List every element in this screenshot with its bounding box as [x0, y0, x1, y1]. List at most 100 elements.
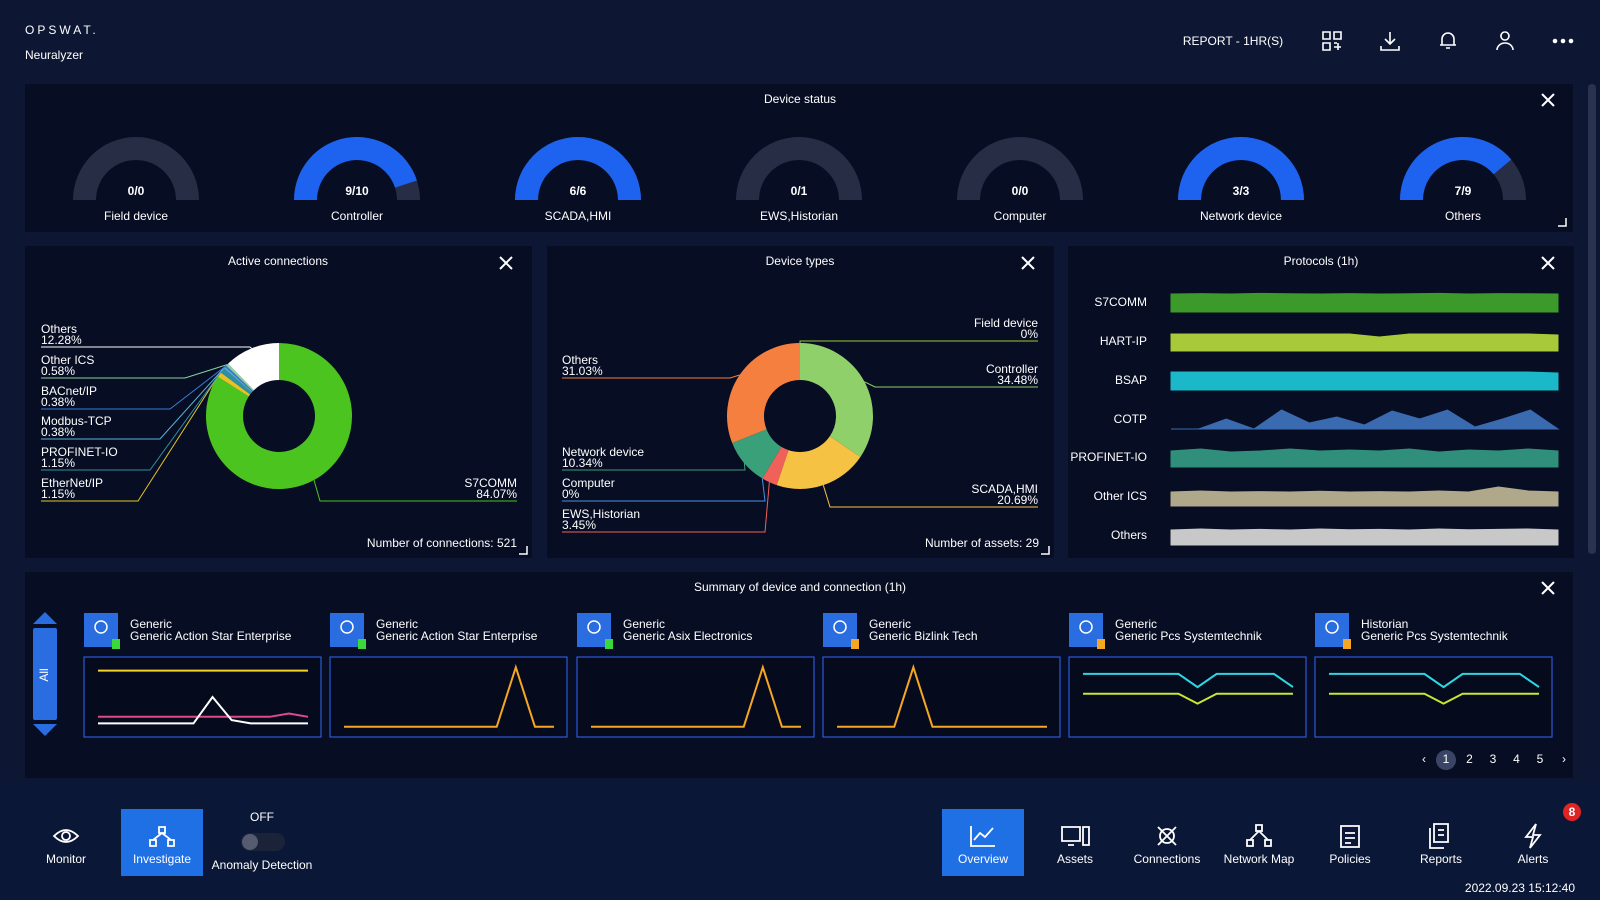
gauge-value: 0/0: [1012, 184, 1029, 198]
page-next: ›: [1562, 752, 1566, 766]
slice-value: 10.34%: [562, 456, 603, 470]
protocol-sparkline: [1170, 292, 1559, 313]
nav-icon[interactable]: [1061, 826, 1090, 846]
leader-line: [562, 478, 766, 502]
anomaly-state: OFF: [250, 810, 274, 824]
more-menu-dot[interactable]: [1568, 38, 1574, 44]
nav-label[interactable]: Connections: [1134, 852, 1201, 866]
traffic-line: [98, 712, 309, 718]
gauge-label: Computer: [994, 209, 1047, 223]
page-number[interactable]: 1: [1443, 752, 1450, 766]
nav-label[interactable]: Network Map: [1224, 852, 1295, 866]
traffic-chart-frame[interactable]: [822, 656, 1061, 738]
more-menu-dot[interactable]: [1560, 38, 1566, 44]
close-button[interactable]: [1021, 256, 1035, 270]
nav-icon[interactable]: [1340, 825, 1360, 848]
gauge-fill: [1400, 136, 1512, 200]
nav-label[interactable]: Investigate: [133, 852, 191, 866]
page-number[interactable]: 4: [1513, 752, 1520, 766]
nav-label[interactable]: Policies: [1329, 852, 1370, 866]
panel: [547, 246, 1054, 558]
nav-label[interactable]: Overview: [958, 852, 1008, 866]
nav-icon[interactable]: [52, 829, 80, 843]
protocol-sparkline: [1170, 448, 1559, 468]
slice-label: S7COMM: [464, 476, 517, 490]
scroll-up[interactable]: [33, 612, 57, 624]
slice-value: 1.15%: [41, 456, 75, 470]
page-number[interactable]: 5: [1537, 752, 1544, 766]
more-menu-dot[interactable]: [1552, 38, 1558, 44]
device-name: Generic Bizlink Tech: [869, 629, 978, 643]
device-icon-glyph: [833, 620, 847, 634]
gauge-track: [736, 137, 862, 200]
nav-icon[interactable]: [149, 826, 175, 847]
filter-label: All: [37, 668, 51, 681]
scroll-down[interactable]: [33, 724, 57, 736]
nav-label[interactable]: Assets: [1057, 852, 1093, 866]
header-icon[interactable]: [1496, 31, 1514, 51]
traffic-chart-frame[interactable]: [83, 656, 322, 738]
panel: [25, 246, 532, 558]
slice-label: BACnet/IP: [41, 384, 97, 398]
nav-label[interactable]: Monitor: [46, 852, 86, 866]
leader-line: [41, 369, 223, 471]
header-icon[interactable]: [1440, 32, 1456, 49]
nav-label[interactable]: Alerts: [1518, 852, 1549, 866]
nav-icon[interactable]: [970, 826, 995, 847]
resize-handle[interactable]: [1558, 218, 1567, 227]
page-prev: ‹: [1422, 752, 1426, 766]
slice-label: Others: [562, 353, 598, 367]
donut-slice: [226, 363, 254, 392]
leader-line: [864, 381, 1038, 388]
panel-title: Device types: [766, 254, 835, 268]
device-icon-glyph: [587, 620, 601, 634]
nav-label[interactable]: Reports: [1420, 852, 1462, 866]
status-marker: [358, 639, 366, 649]
leader-line: [562, 482, 770, 533]
traffic-chart-frame[interactable]: [576, 656, 815, 738]
protocol-name: BSAP: [1115, 373, 1147, 387]
traffic-chart-frame[interactable]: [1068, 656, 1307, 738]
resize-handle[interactable]: [519, 546, 528, 555]
gauge-label: Others: [1445, 209, 1481, 223]
header-icon[interactable]: [1380, 32, 1400, 51]
alert-badge: [1563, 803, 1581, 821]
gauge-label: EWS,Historian: [760, 209, 838, 223]
donut-slice: [727, 343, 800, 444]
donut-slice: [225, 365, 253, 392]
traffic-line: [591, 664, 801, 728]
anomaly-label: Anomaly Detection: [212, 858, 313, 872]
slice-value: 12.28%: [41, 333, 82, 347]
slice-value: 20.69%: [997, 493, 1038, 507]
current-page: [1436, 750, 1456, 770]
leader-line: [562, 463, 746, 471]
protocol-sparkline: [1171, 409, 1560, 430]
traffic-chart-frame[interactable]: [1314, 656, 1553, 738]
slice-label: Controller: [986, 362, 1038, 376]
nav-icon[interactable]: [1157, 826, 1177, 846]
slice-value: 0.58%: [41, 364, 75, 378]
nav-icon[interactable]: [1524, 823, 1542, 849]
device-name: Generic Pcs Systemtechnik: [1115, 629, 1263, 643]
page-number[interactable]: 2: [1466, 752, 1473, 766]
close-button[interactable]: [1541, 93, 1555, 107]
page-number[interactable]: 3: [1490, 752, 1497, 766]
header-icon[interactable]: [1322, 31, 1342, 51]
close-button[interactable]: [1541, 581, 1555, 595]
resize-handle[interactable]: [1041, 546, 1050, 555]
nav-icon[interactable]: [1429, 823, 1449, 849]
status-marker: [851, 639, 859, 649]
close-button[interactable]: [1541, 256, 1555, 270]
donut-slice: [800, 343, 873, 457]
panel-title: Protocols (1h): [1284, 254, 1359, 268]
nav-icon[interactable]: [1246, 824, 1272, 847]
nav-active-bg: [942, 809, 1024, 876]
leader-line: [41, 365, 226, 410]
filter-button[interactable]: [33, 628, 57, 720]
gauge-value: 9/10: [345, 184, 369, 198]
traffic-chart-frame[interactable]: [329, 656, 568, 738]
device-category: Generic: [1115, 617, 1157, 631]
donut-slice: [223, 366, 253, 393]
close-button[interactable]: [499, 256, 513, 270]
